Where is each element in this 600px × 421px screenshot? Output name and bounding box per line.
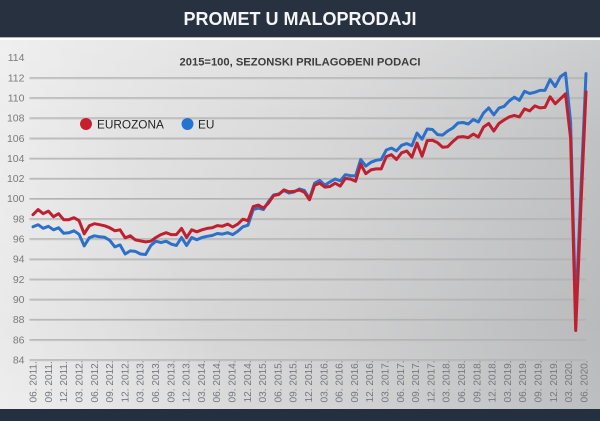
svg-text:03. 2019.: 03. 2019. [503,360,514,402]
svg-text:114: 114 [8,52,25,64]
svg-text:100: 100 [7,193,25,205]
svg-text:03. 2020.: 03. 2020. [564,360,575,402]
svg-text:06. 2011.: 06. 2011. [29,361,40,402]
svg-text:06. 2019.: 06. 2019. [518,360,529,402]
svg-text:06. 2015.: 06. 2015. [273,360,284,402]
svg-text:09. 2013.: 09. 2013. [166,360,177,402]
svg-text:106: 106 [7,133,25,145]
svg-text:03. 2017.: 03. 2017. [381,360,392,402]
svg-text:09. 2016.: 09. 2016. [350,360,361,402]
svg-text:EU: EU [198,118,214,132]
svg-text:12. 2014.: 12. 2014. [243,360,254,402]
svg-text:03. 2012.: 03. 2012. [75,360,86,402]
svg-text:09. 2018.: 09. 2018. [472,360,483,402]
svg-text:110: 110 [8,93,25,105]
svg-text:06. 2013.: 06. 2013. [151,360,162,402]
svg-text:09. 2015.: 09. 2015. [289,360,300,402]
svg-text:06. 2014.: 06. 2014. [212,360,223,402]
svg-text:2015=100, SEZONSKI PRILAGOĐENI: 2015=100, SEZONSKI PRILAGOĐENI PODACI [180,57,421,69]
svg-text:96: 96 [13,234,25,246]
svg-text:09. 2011.: 09. 2011. [44,361,55,402]
svg-text:03. 2013.: 03. 2013. [136,360,147,402]
svg-text:12. 2013.: 12. 2013. [182,360,193,402]
svg-text:108: 108 [7,113,25,125]
svg-text:104: 104 [7,153,25,165]
svg-text:90: 90 [13,294,25,306]
svg-text:12. 2012.: 12. 2012. [120,360,131,402]
svg-text:03. 2014.: 03. 2014. [197,360,208,402]
svg-text:03. 2015.: 03. 2015. [258,360,269,402]
svg-text:88: 88 [13,314,25,326]
svg-text:03. 2018.: 03. 2018. [442,360,453,402]
svg-text:12. 2016.: 12. 2016. [365,360,376,402]
svg-text:06. 2018.: 06. 2018. [457,360,468,402]
svg-text:102: 102 [7,173,25,185]
svg-text:12. 2019.: 12. 2019. [549,360,560,402]
svg-text:98: 98 [13,213,25,225]
svg-text:09. 2014.: 09. 2014. [228,360,239,402]
svg-text:112: 112 [8,72,25,84]
svg-text:92: 92 [13,274,25,286]
svg-text:12. 2011.: 12. 2011. [59,361,70,402]
svg-text:06. 2017.: 06. 2017. [396,360,407,402]
svg-text:EUROZONA: EUROZONA [97,118,164,132]
svg-text:09. 2019.: 09. 2019. [534,360,545,402]
svg-text:06. 2020.: 06. 2020. [579,360,590,402]
svg-text:06. 2016.: 06. 2016. [335,360,346,402]
svg-text:12. 2018.: 12. 2018. [488,360,499,402]
svg-text:06. 2012.: 06. 2012. [90,360,101,402]
svg-text:12. 2017.: 12. 2017. [426,360,437,402]
svg-text:94: 94 [13,254,25,266]
svg-text:09. 2012.: 09. 2012. [105,360,116,402]
svg-text:84: 84 [13,354,25,366]
svg-text:09. 2017.: 09. 2017. [411,360,422,402]
svg-text:03. 2016.: 03. 2016. [319,360,330,402]
svg-text:12. 2015.: 12. 2015. [304,360,315,402]
svg-text:86: 86 [13,334,25,346]
